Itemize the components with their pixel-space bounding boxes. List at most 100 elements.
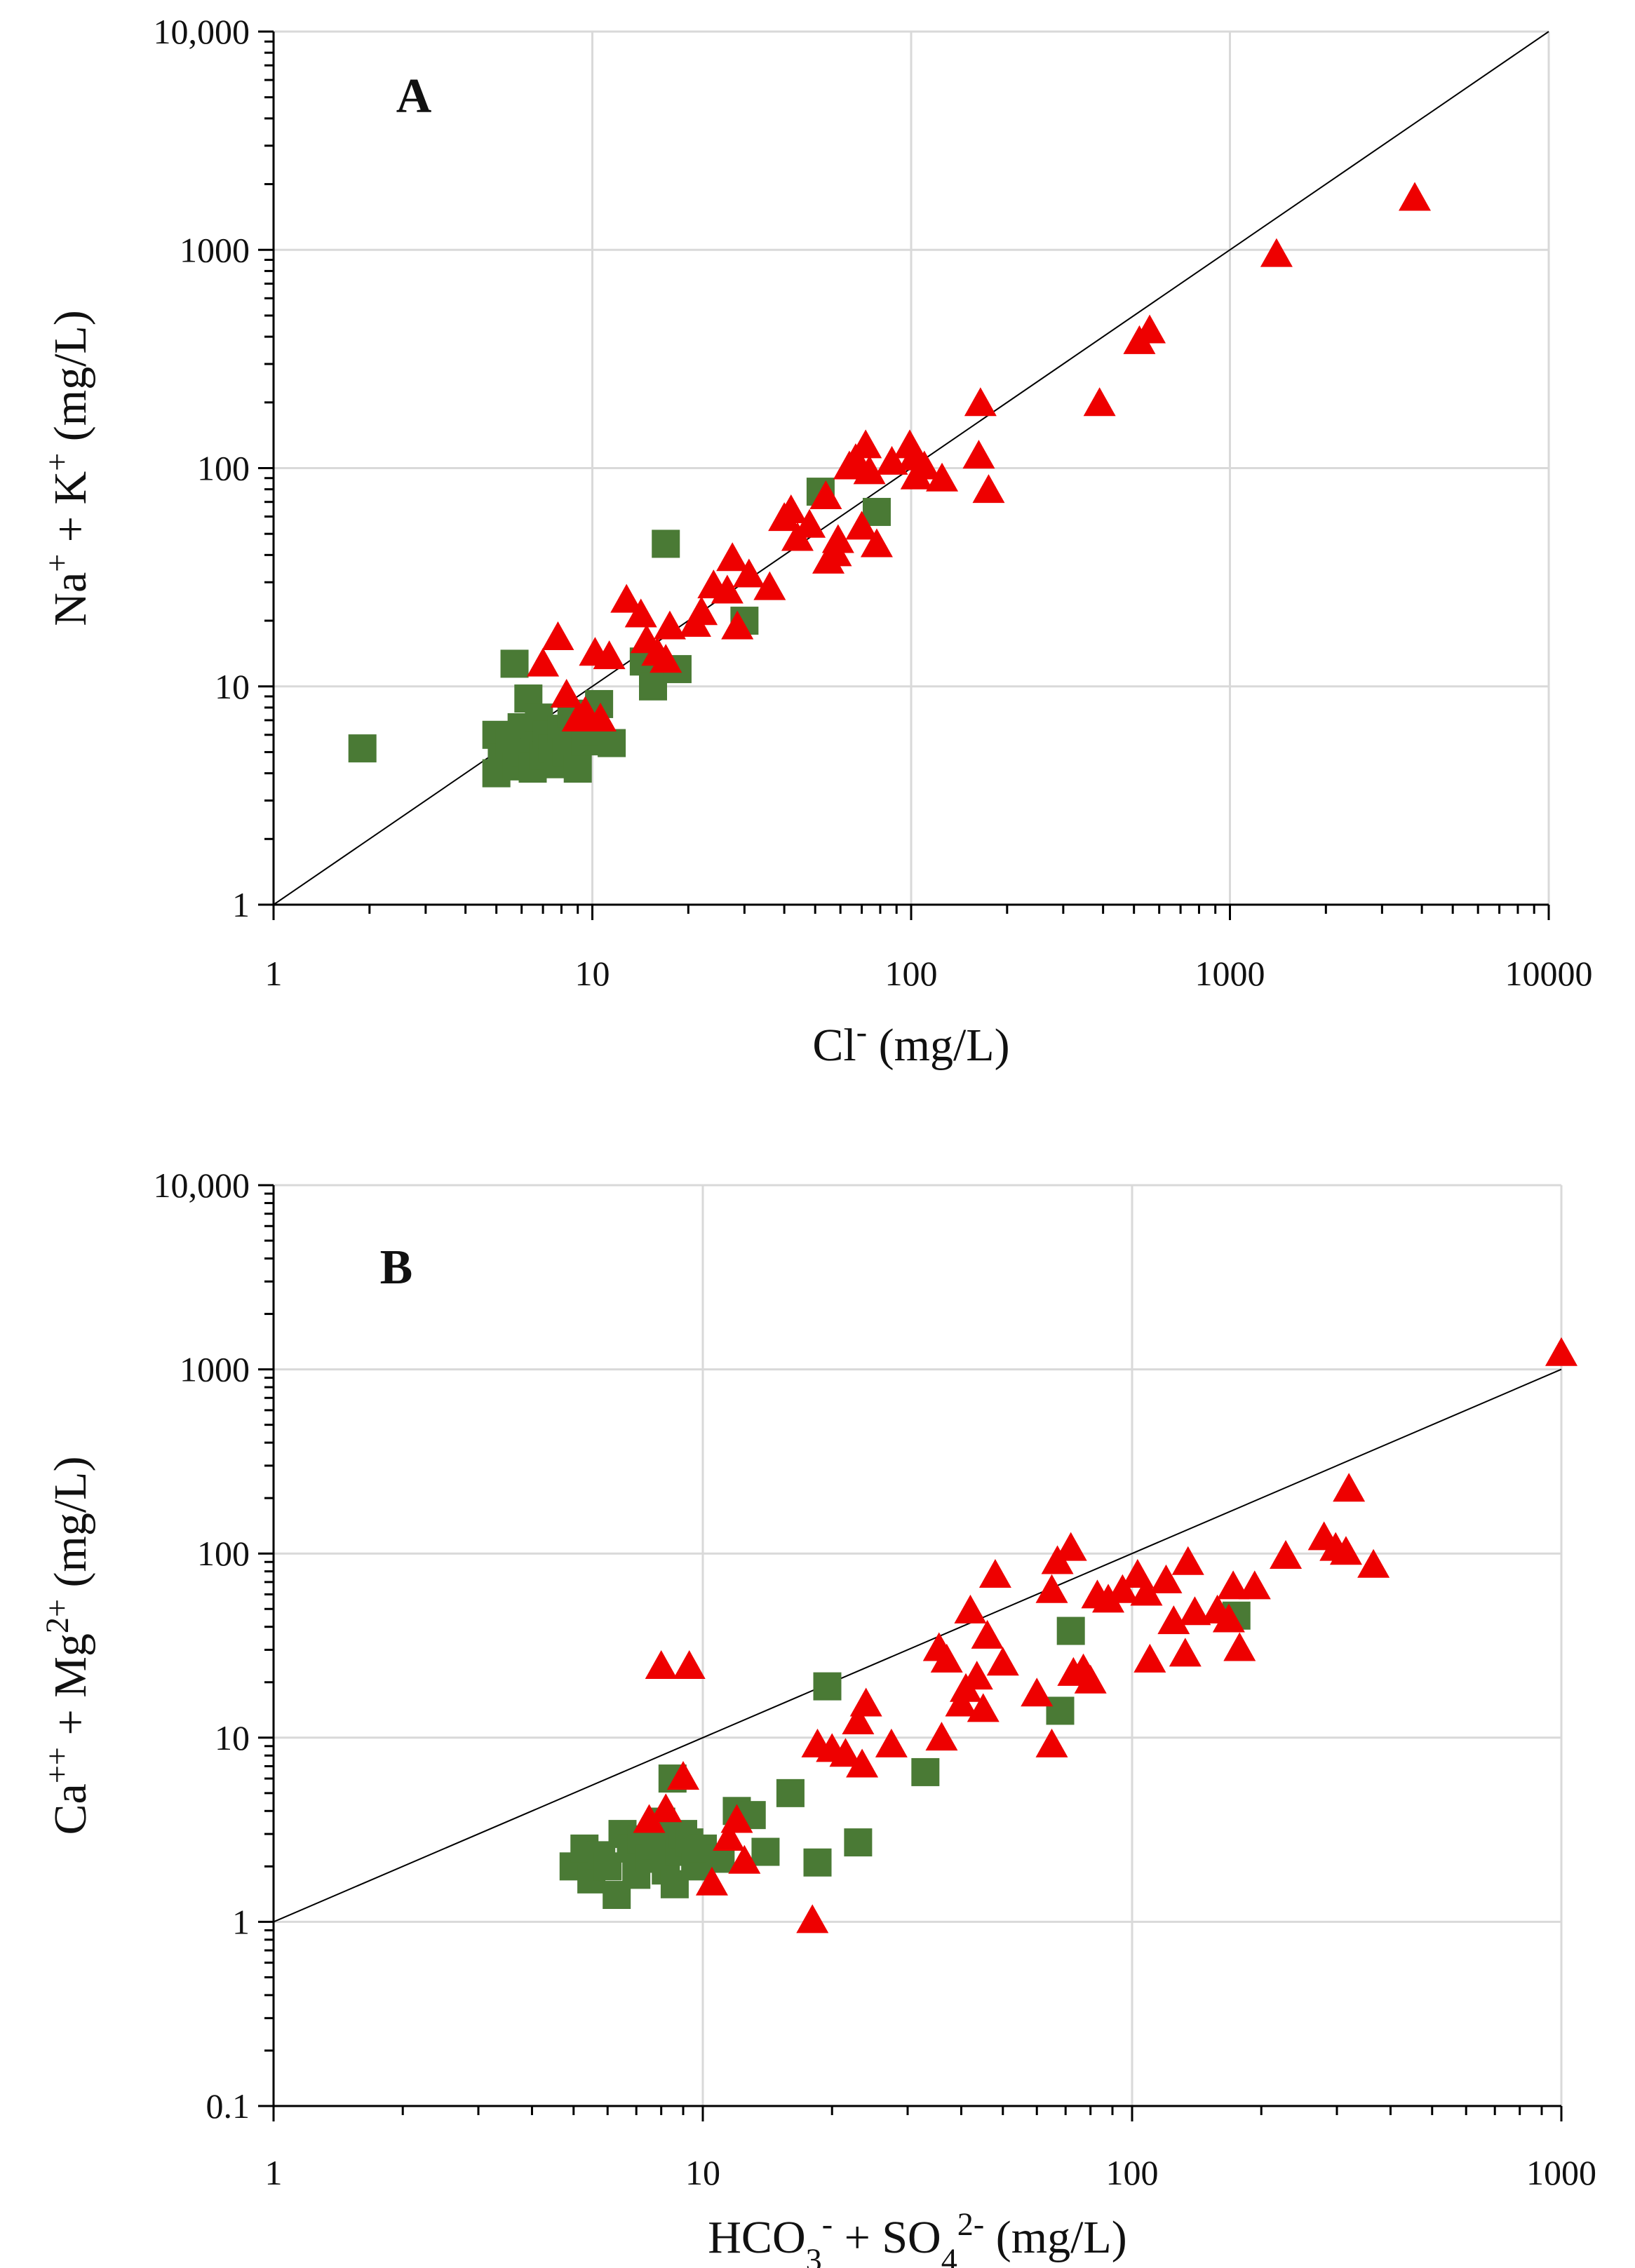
data-point-triangle <box>768 502 801 532</box>
data-point-square <box>639 672 668 701</box>
data-point-triangle <box>967 1693 1000 1722</box>
y-tick-label: 0.1 <box>206 2086 250 2126</box>
y-tick-label: 1 <box>232 885 250 924</box>
panel-label: B <box>380 1241 413 1295</box>
y-tick-label: 1000 <box>180 230 250 269</box>
data-point-square <box>751 1837 780 1866</box>
data-point-triangle <box>926 462 959 492</box>
data-point-triangle <box>624 598 657 628</box>
data-point-triangle <box>1212 1603 1245 1633</box>
data-point-triangle <box>1223 1632 1256 1661</box>
data-point-triangle <box>809 480 842 510</box>
data-point-triangle <box>860 528 893 558</box>
data-point-triangle <box>829 1738 862 1767</box>
x-tick-label: 10 <box>685 2153 720 2192</box>
data-point-triangle <box>1178 1596 1211 1626</box>
y-tick-label: 100 <box>197 1534 250 1573</box>
data-point-triangle <box>1157 1605 1190 1635</box>
data-point-triangle <box>721 610 754 640</box>
data-point-triangle <box>550 678 583 708</box>
data-point-triangle <box>1169 1638 1202 1667</box>
data-point-triangle <box>1083 387 1116 417</box>
panel-a: 1 10 100 1000 10000 1 10 100 1000 10,000 A Cl- (mg/… <box>39 12 1593 1071</box>
x-axis-title: HCO3- + SO42- (mg/L) <box>708 2206 1126 2268</box>
data-point-triangle <box>1329 1536 1362 1565</box>
data-point-triangle <box>793 508 826 538</box>
data-point-triangle <box>610 583 643 613</box>
y-tick-label: 10 <box>215 1718 250 1757</box>
y-tick-label: 10,000 <box>154 12 250 51</box>
panel-b: 1 10 100 1000 0.1 1 10 100 1000 10,000 B HCO3- + SO… <box>39 1166 1597 2268</box>
data-point-square <box>911 1757 940 1786</box>
data-point-triangle <box>1150 1564 1183 1593</box>
data-point-triangle <box>584 702 617 731</box>
x-tick-label: 10 <box>575 954 610 993</box>
data-point-square <box>813 1672 842 1701</box>
y-tick-label: 100 <box>197 449 250 488</box>
data-point-square <box>844 1828 873 1857</box>
x-tick-label: 1000 <box>1195 954 1265 993</box>
data-point-triangle <box>1260 238 1293 267</box>
data-point-triangle <box>753 571 786 600</box>
one-to-one-line <box>273 1368 1562 1923</box>
data-point-triangle <box>713 1821 746 1851</box>
data-point-triangle <box>650 1793 682 1823</box>
x-axis-title: Cl- (mg/L) <box>812 1014 1009 1072</box>
data-point-triangle <box>728 1844 761 1874</box>
data-point-triangle <box>650 644 682 673</box>
data-point-triangle <box>527 647 560 677</box>
data-point-triangle <box>685 596 718 626</box>
data-point-triangle <box>945 1687 978 1717</box>
data-point-triangle <box>1270 1540 1303 1570</box>
x-tick-label: 1 <box>265 954 283 993</box>
data-point-triangle <box>1054 1532 1087 1561</box>
data-point-square <box>563 755 592 783</box>
data-point-triangle <box>1238 1570 1271 1600</box>
y-tick-label: 1000 <box>180 1350 250 1389</box>
y-tick-label: 10,000 <box>154 1166 250 1205</box>
data-point-triangle <box>541 621 574 651</box>
y-tick-label: 10 <box>215 667 250 706</box>
data-point-square <box>652 529 680 558</box>
data-point-triangle <box>673 1649 706 1679</box>
data-point-triangle <box>849 429 882 459</box>
data-point-triangle <box>842 1706 875 1735</box>
data-point-triangle <box>1130 1577 1163 1606</box>
data-point-triangle <box>1035 1728 1068 1757</box>
data-point-triangle <box>1035 1574 1068 1603</box>
y-tick-label: 1 <box>232 1902 250 1941</box>
data-point-triangle <box>1074 1664 1107 1694</box>
data-point-triangle <box>695 1866 728 1896</box>
data-point-triangle <box>853 455 886 485</box>
data-point-triangle <box>1092 1584 1125 1613</box>
data-point-triangle <box>1333 1473 1366 1502</box>
data-point-square <box>776 1778 805 1807</box>
data-point-triangle <box>925 1722 958 1751</box>
data-point-triangle <box>666 1761 699 1790</box>
data-point-triangle <box>1399 182 1432 211</box>
data-point-triangle <box>633 1804 666 1833</box>
data-point-square <box>598 729 626 757</box>
data-point-triangle <box>1357 1548 1390 1578</box>
data-point-triangle <box>796 1904 829 1933</box>
data-point-triangle <box>1133 1643 1166 1673</box>
data-point-triangle <box>845 511 878 540</box>
data-point-triangle <box>1133 314 1166 344</box>
data-point-triangle <box>978 1559 1011 1588</box>
data-point-triangle <box>1021 1678 1054 1707</box>
data-point-square <box>348 734 377 763</box>
data-point-triangle <box>954 1594 987 1624</box>
data-point-triangle <box>846 1748 879 1778</box>
data-point-square <box>1056 1616 1085 1645</box>
data-point-triangle <box>875 1728 908 1757</box>
x-tick-label: 100 <box>1106 2153 1159 2192</box>
data-point-triangle <box>962 440 995 469</box>
data-point-square <box>500 649 529 678</box>
data-point-triangle <box>960 1661 993 1690</box>
data-point-triangle <box>653 610 686 640</box>
data-point-triangle <box>720 1804 753 1833</box>
x-tick-label: 100 <box>885 954 938 993</box>
data-point-triangle <box>593 640 626 670</box>
data-point-triangle <box>821 524 854 553</box>
